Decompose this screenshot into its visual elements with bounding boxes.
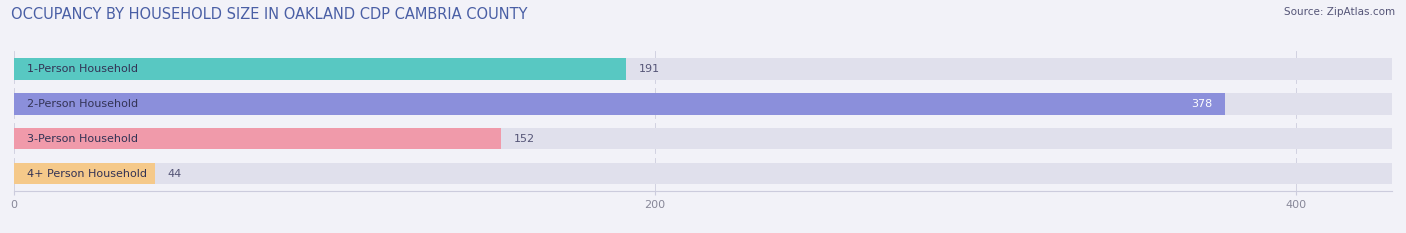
Text: 3-Person Household: 3-Person Household <box>27 134 138 144</box>
Text: 2-Person Household: 2-Person Household <box>27 99 138 109</box>
Bar <box>14 58 1392 80</box>
Text: Source: ZipAtlas.com: Source: ZipAtlas.com <box>1284 7 1395 17</box>
Bar <box>14 163 1392 185</box>
Bar <box>14 93 1225 115</box>
Text: 1-Person Household: 1-Person Household <box>27 64 138 74</box>
Bar <box>14 93 1392 115</box>
Text: 44: 44 <box>167 169 183 178</box>
Text: 152: 152 <box>515 134 536 144</box>
Text: OCCUPANCY BY HOUSEHOLD SIZE IN OAKLAND CDP CAMBRIA COUNTY: OCCUPANCY BY HOUSEHOLD SIZE IN OAKLAND C… <box>11 7 527 22</box>
Bar <box>14 163 155 185</box>
Bar <box>14 128 1392 150</box>
Bar <box>14 58 626 80</box>
Text: 4+ Person Household: 4+ Person Household <box>27 169 146 178</box>
Text: 378: 378 <box>1191 99 1212 109</box>
Text: 191: 191 <box>638 64 659 74</box>
Bar <box>14 128 501 150</box>
